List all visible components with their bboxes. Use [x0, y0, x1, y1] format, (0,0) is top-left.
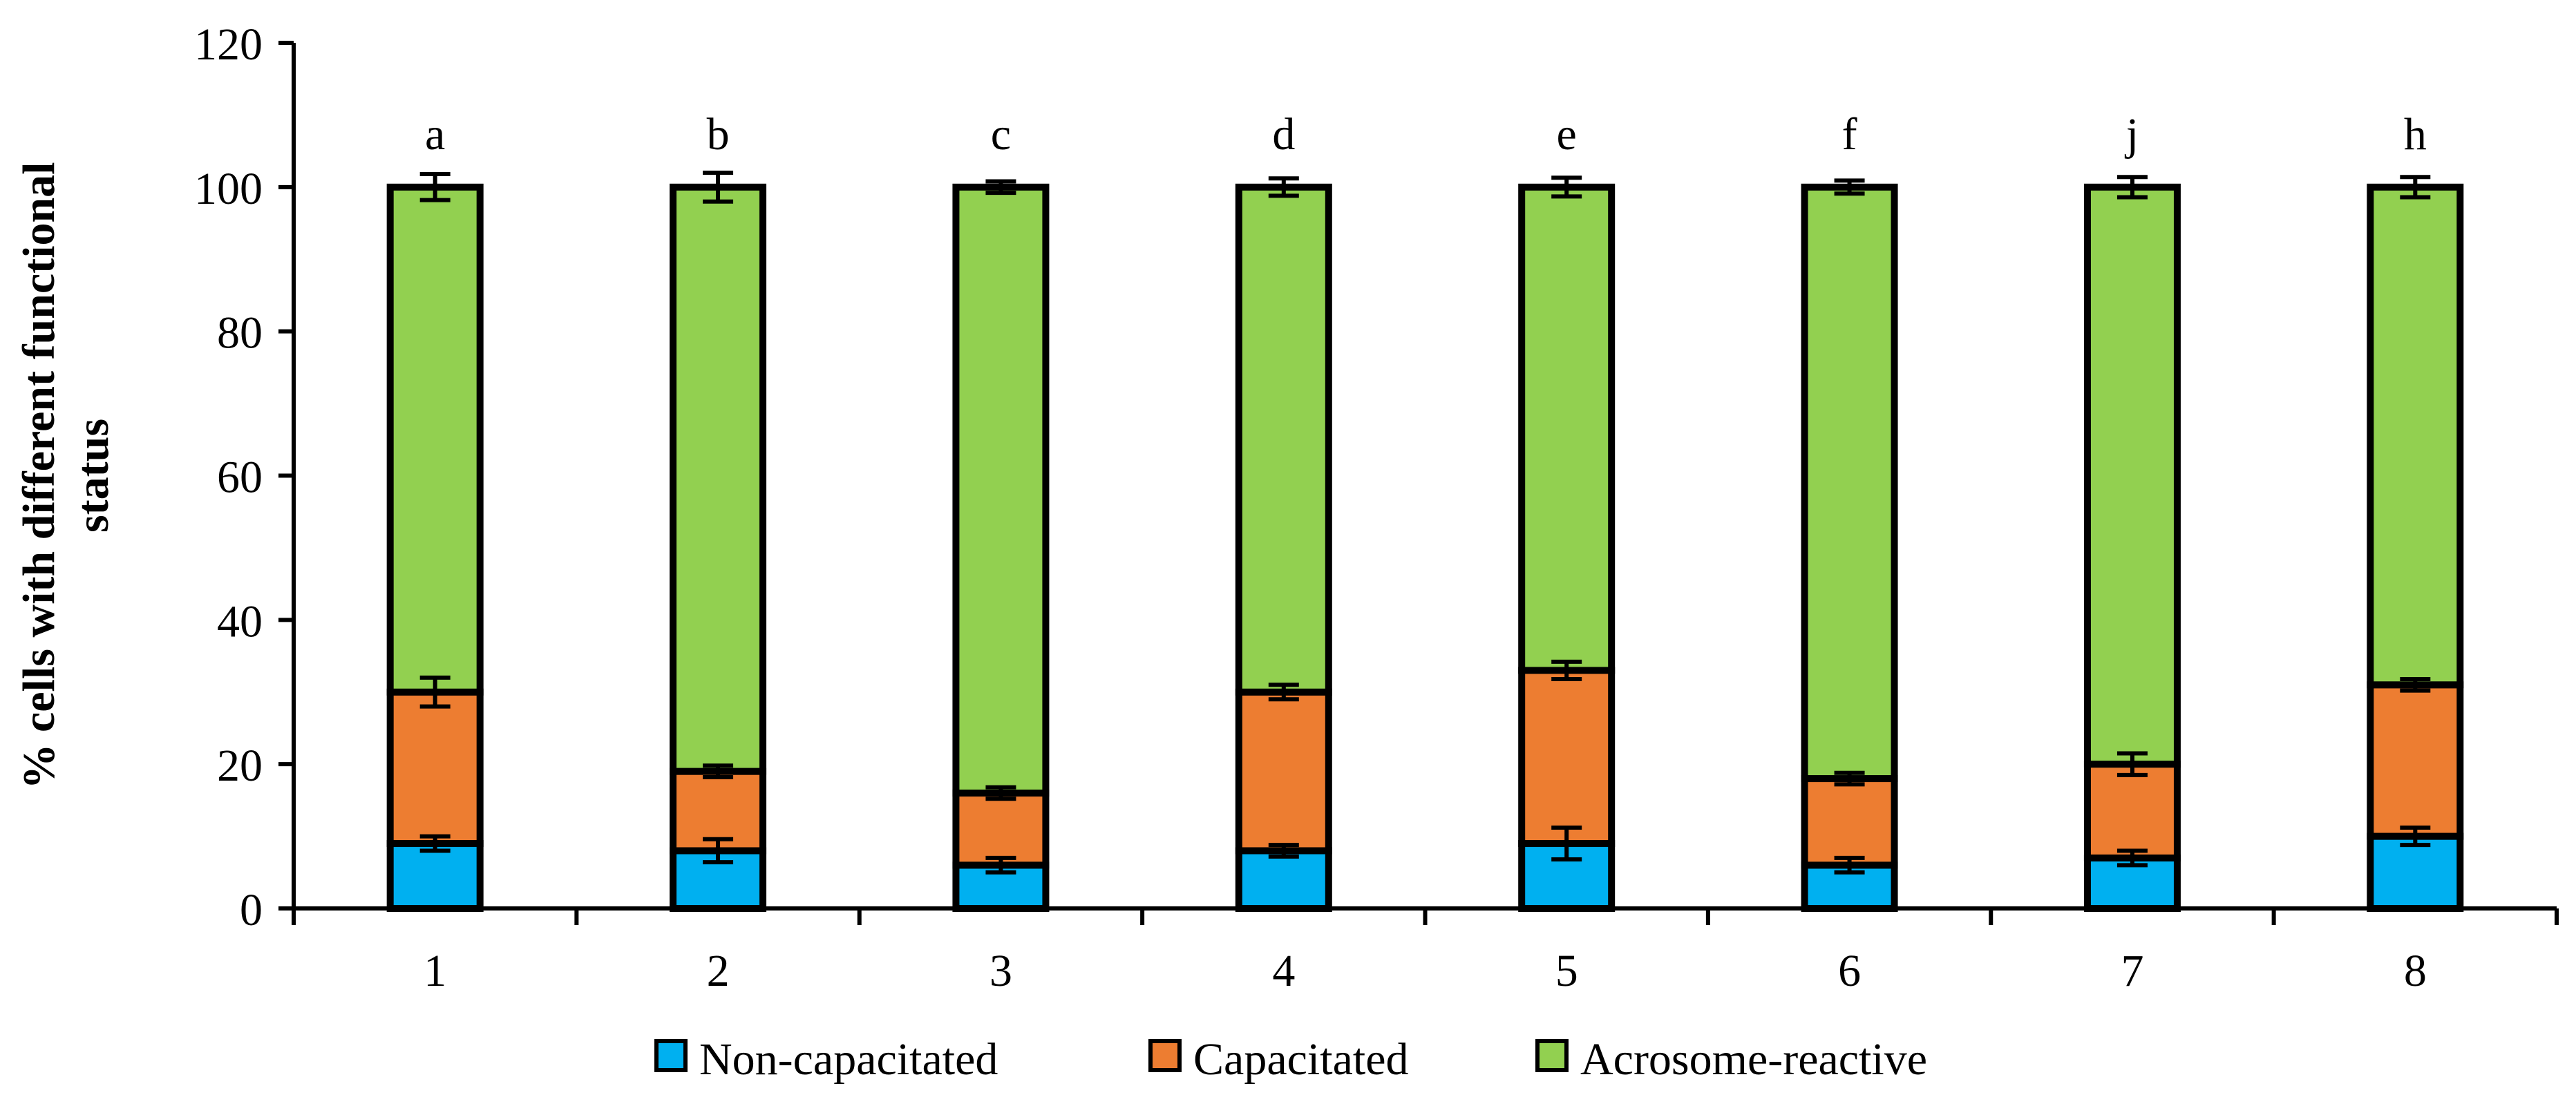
- significance-label: h: [2404, 109, 2427, 160]
- legend-label: Capacitated: [1193, 1034, 1409, 1085]
- significance-label: f: [1842, 109, 1857, 160]
- bar-segment-capacitated: [2367, 681, 2464, 840]
- y-tick-label: 40: [217, 596, 263, 647]
- significance-label: b: [707, 109, 730, 160]
- significance-label: d: [1272, 109, 1295, 160]
- x-tick-label: 4: [1272, 946, 1295, 996]
- x-tick-label: 2: [707, 946, 730, 996]
- bar-segment-capacitated: [1801, 775, 1898, 869]
- y-axis-label: % cells with different functionalstatus: [14, 162, 118, 789]
- bar-segment-capacitated: [386, 688, 484, 848]
- x-tick-label: 7: [2121, 946, 2143, 996]
- bar-segment-acrosome-reactive: [1801, 183, 1898, 783]
- bar-segment-acrosome-reactive: [1235, 183, 1332, 696]
- y-tick-label: 120: [194, 19, 263, 70]
- bar-segment-non-capacitated: [1235, 847, 1332, 913]
- bar-segment-acrosome-reactive: [1518, 183, 1616, 674]
- significance-label: c: [991, 109, 1011, 160]
- bar-segment-non-capacitated: [2367, 832, 2464, 913]
- significance-label: e: [1557, 109, 1577, 160]
- bar-segment-capacitated: [1518, 667, 1616, 848]
- y-axis-label-line: % cells with different functional: [14, 162, 64, 789]
- y-tick-label: 100: [194, 164, 263, 214]
- bar-segment-capacitated: [1235, 688, 1332, 855]
- x-tick-label: 8: [2404, 946, 2427, 996]
- y-tick-label: 20: [217, 741, 263, 791]
- x-tick-label: 6: [1838, 946, 1861, 996]
- y-axis-label-line: status: [68, 419, 118, 533]
- bar-segment-capacitated: [2083, 761, 2181, 861]
- significance-label: j: [2125, 109, 2139, 160]
- legend-swatch: [1535, 1039, 1569, 1072]
- legend-label: Acrosome-reactive: [1580, 1034, 1927, 1085]
- x-tick-label: 1: [424, 946, 446, 996]
- bar-segment-acrosome-reactive: [2367, 183, 2464, 689]
- x-tick-label: 3: [989, 946, 1012, 996]
- bar-segment-capacitated: [952, 789, 1050, 869]
- bar-segment-acrosome-reactive: [386, 183, 484, 696]
- legend-label: Non-capacitated: [699, 1034, 998, 1085]
- x-tick-label: 5: [1555, 946, 1578, 996]
- bar-segment-acrosome-reactive: [2083, 183, 2181, 768]
- bar-segment-acrosome-reactive: [952, 183, 1050, 797]
- bar-segment-non-capacitated: [386, 840, 484, 913]
- y-tick-label: 0: [240, 885, 263, 935]
- significance-label: a: [425, 109, 445, 160]
- y-tick-label: 80: [217, 308, 263, 359]
- bar-segment-acrosome-reactive: [670, 183, 767, 775]
- legend-swatch: [654, 1039, 688, 1072]
- y-tick-label: 60: [217, 452, 263, 503]
- legend-swatch: [1148, 1039, 1182, 1072]
